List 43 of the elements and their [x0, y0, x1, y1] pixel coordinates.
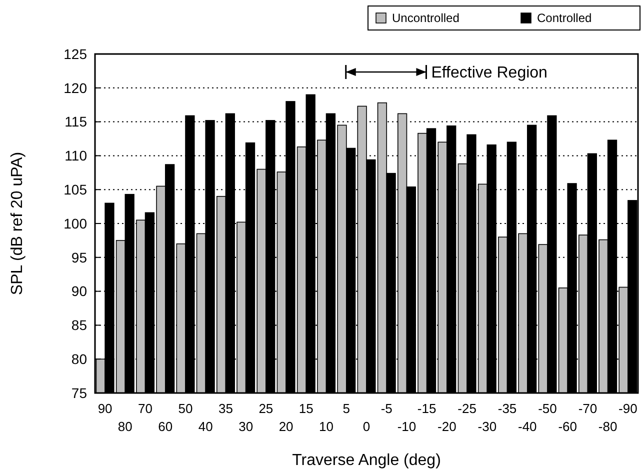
y-tick-label: 125: [64, 46, 88, 62]
x-tick-label: 30: [238, 419, 254, 434]
x-tick-label: 80: [118, 419, 132, 434]
y-tick-label: 115: [64, 114, 88, 130]
legend-label: Controlled: [537, 11, 592, 26]
x-tick-label: -30: [478, 419, 497, 434]
x-tick-label: -20: [438, 419, 456, 434]
x-tick-label: 25: [258, 401, 274, 416]
x-tick-label: -80: [598, 419, 618, 434]
y-tick-label: 90: [71, 283, 88, 300]
y-tick-label: 75: [71, 384, 88, 401]
x-tick-label: 35: [218, 401, 233, 416]
x-tick-label: -40: [518, 419, 537, 434]
x-tick-label: -5: [380, 401, 392, 416]
x-axis-title: Traverse Angle (deg): [292, 452, 441, 469]
annotation: Effective Region: [431, 64, 548, 82]
x-tick-label: 70: [138, 401, 153, 416]
x-tick-label: 40: [198, 419, 213, 434]
x-tick-label: 50: [178, 401, 193, 416]
x-tick-label: -25: [458, 401, 476, 416]
x-tick-label: 15: [298, 401, 314, 416]
y-tick-label: 85: [71, 317, 88, 334]
x-tick-label: 60: [158, 419, 173, 434]
y-tick-label: 110: [64, 148, 88, 164]
x-tick-label: 20: [278, 419, 294, 434]
x-tick-label: -35: [498, 401, 517, 416]
y-tick-label: 105: [64, 182, 88, 198]
y-tick-label: 100: [64, 215, 88, 232]
x-tick-label: -10: [397, 419, 416, 434]
x-tick-label: -70: [578, 401, 598, 416]
x-tick-label: 0: [362, 419, 370, 434]
x-tick-label: -60: [558, 419, 578, 434]
legend-label: Uncontrolled: [392, 11, 460, 26]
x-tick-label: -90: [618, 401, 638, 416]
x-tick-label: 5: [342, 401, 350, 416]
y-tick-label: 120: [64, 80, 88, 96]
y-tick-label: 95: [71, 249, 88, 266]
x-tick-label: 90: [98, 401, 112, 416]
y-axis-title: SPL (dB ref 20 uPA): [9, 152, 26, 296]
x-tick-label: 10: [319, 419, 334, 434]
x-tick-label: -15: [417, 401, 436, 416]
y-tick-label: 80: [71, 351, 88, 367]
x-tick-label: -50: [538, 401, 557, 416]
